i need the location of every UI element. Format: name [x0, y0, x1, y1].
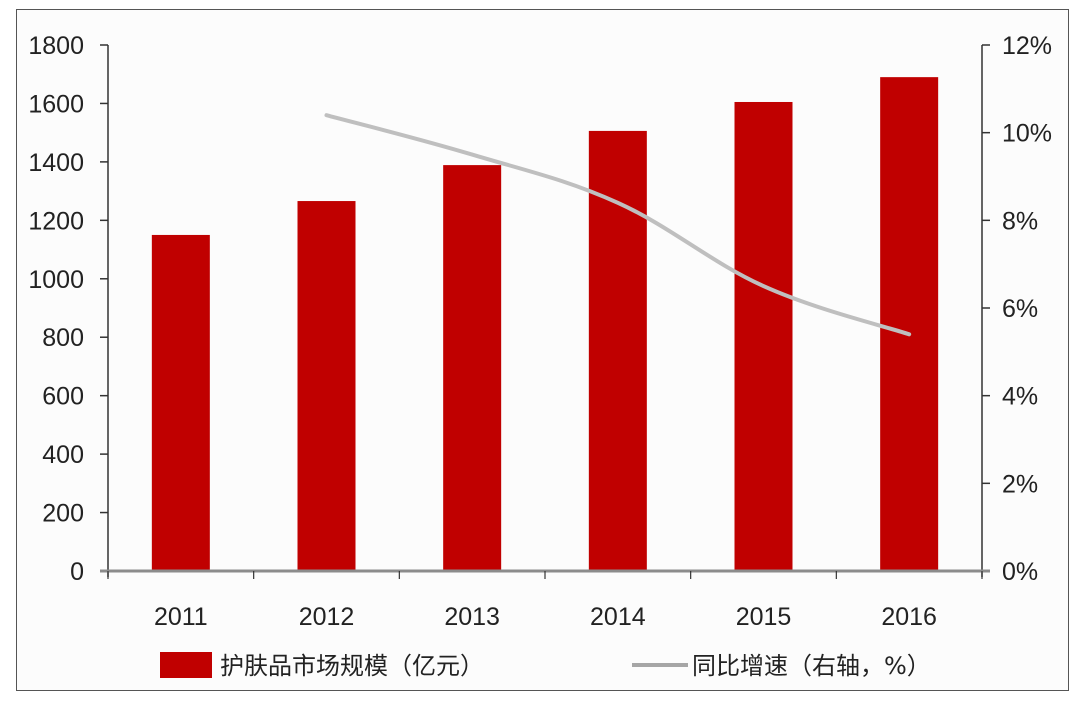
left-axis-tick-label: 800 [42, 324, 84, 352]
bar-2013 [443, 165, 502, 571]
x-axis-category-label: 2012 [299, 603, 355, 631]
x-axis: 2011 2012 2013 2014 2015 2016 [100, 569, 990, 631]
right-y-axis: 0% 2% 4% 6% 8% 10% 12% [981, 32, 1052, 586]
right-axis-tick-label: 10% [1002, 120, 1052, 148]
left-axis-tick-label: 600 [42, 383, 84, 411]
legend-line-label: 同比增速（右轴，%） [692, 652, 931, 680]
bar-2014 [588, 130, 647, 571]
bar-2016 [880, 77, 939, 572]
bar-2012 [297, 201, 356, 571]
line-series-yoy-growth [324, 113, 912, 337]
x-axis-category-label: 2016 [881, 603, 937, 631]
x-axis-category-label: 2013 [444, 603, 500, 631]
left-axis-tick-label: 1000 [28, 266, 84, 294]
legend-bar-swatch [160, 652, 212, 678]
right-axis-tick-label: 8% [1002, 207, 1038, 235]
x-axis-category-label: 2015 [736, 603, 792, 631]
right-axis-tick-label: 12% [1002, 32, 1052, 60]
bar-2015 [734, 101, 793, 571]
bar-series-market-size [151, 77, 939, 572]
left-axis-tick-label: 1400 [28, 149, 84, 177]
growth-line [324, 113, 912, 337]
bar-2011 [151, 234, 210, 571]
right-axis-tick-label: 2% [1002, 470, 1038, 498]
legend: 护肤品市场规模（亿元） 同比增速（右轴，%） [160, 652, 931, 680]
left-axis-tick-label: 1200 [28, 207, 84, 235]
left-axis-tick-label: 200 [42, 500, 84, 528]
left-axis-tick-label: 1600 [28, 90, 84, 118]
x-axis-category-label: 2011 [154, 603, 208, 631]
left-axis-tick-label: 400 [42, 441, 84, 469]
left-axis-tick-label: 1800 [28, 32, 84, 60]
right-axis-tick-label: 6% [1002, 295, 1038, 323]
left-axis-tick-label: 0 [70, 558, 84, 586]
x-axis-category-label: 2014 [590, 603, 646, 631]
right-axis-tick-label: 0% [1002, 558, 1038, 586]
right-axis-tick-label: 4% [1002, 383, 1038, 411]
legend-bar-label: 护肤品市场规模（亿元） [220, 652, 484, 680]
left-y-axis: 0 200 400 600 800 1000 1200 1400 1600 1800 [28, 32, 109, 586]
